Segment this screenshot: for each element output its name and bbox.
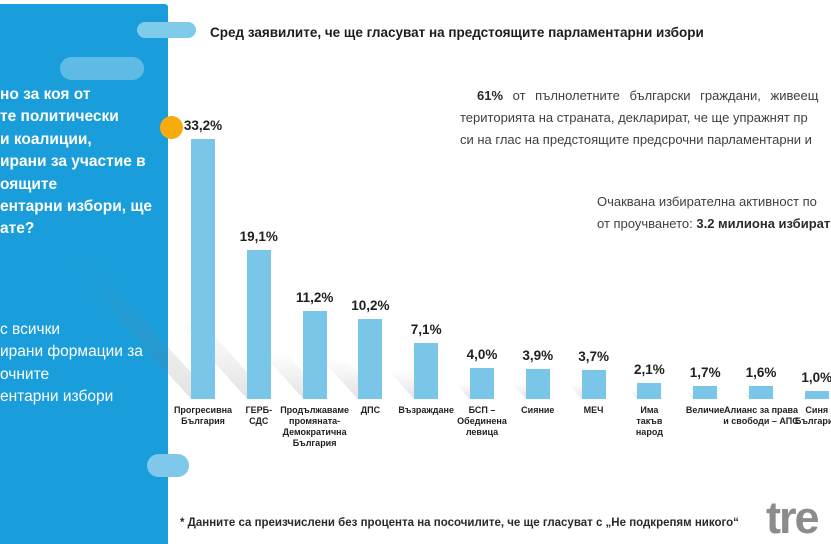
bar-5 (414, 343, 439, 399)
info-line: си на глас на предстоящите предсрочни па… (460, 132, 812, 147)
bar-value-label: 1,7% (689, 364, 721, 380)
question-line: оящите (0, 175, 58, 193)
bar-value-label: 2,1% (634, 361, 665, 377)
bar-10 (693, 385, 718, 399)
info-bold-value: 61% (477, 88, 504, 103)
bar-value-label: 3,7% (578, 349, 609, 365)
bar-value-label: 10,2% (351, 298, 390, 314)
question-line: те политически (0, 108, 119, 126)
info-line: от проучването: 3.2 милиона избират (597, 213, 830, 235)
bar-category-label: Алианс за права и свободи – АПС (723, 405, 799, 426)
question-line: ентарни избори, ще (0, 198, 153, 216)
page-title: Сред заявилите, че ще гласуват на предст… (210, 25, 704, 40)
bar-category-label: БСП – Обединена левица (457, 405, 507, 437)
note-line: ирани формации за (0, 343, 143, 361)
bar-1 (191, 139, 215, 399)
sidebar-note: с всички ирани формации за очните ентарн… (0, 319, 143, 409)
info-line: територията на страната, декларират, че … (460, 110, 808, 125)
decor-pill-bottom (147, 454, 189, 477)
question-line: и коалиции, (0, 130, 92, 148)
bar-value-label: 3,9% (522, 347, 554, 363)
sidebar-question: но за коя от те политически и коалиции, … (0, 84, 152, 241)
info-block-turnout-share: 61% от пълнолетните български граждани, … (460, 85, 818, 151)
footnote: * Данните са преизчислени без процента н… (180, 517, 739, 529)
bar-value-label: 1,6% (745, 365, 777, 381)
bar-6 (470, 367, 494, 399)
question-line: но за коя от (0, 86, 91, 103)
bar-category-label: Възраждане (398, 405, 454, 415)
bar-12 (804, 391, 829, 399)
bar-category-label: ГЕРБ- СДС (245, 405, 273, 426)
orange-dot (160, 116, 183, 139)
info-line: Очаквана избирателна активност по (597, 194, 817, 209)
bar-3 (302, 311, 327, 399)
bar-category-label: Величие (685, 405, 725, 415)
bar-category-label: Има такъв народ (635, 405, 663, 437)
bar-category-label: Синя България (794, 405, 831, 426)
bar-11 (749, 386, 773, 399)
trend-logo: tre (766, 492, 820, 543)
bar-value-label: 19,1% (239, 228, 278, 244)
info-text: от пълнолетните български граждани, живе… (503, 88, 819, 103)
note-line: очните (0, 365, 50, 383)
info-text: от проучването: (597, 215, 697, 231)
bar-category-label: Продължаваме промяната- Демократична Бъл… (280, 405, 349, 448)
note-line: ентарни избори (0, 388, 114, 406)
bar-7 (525, 368, 550, 399)
bar-9 (637, 382, 662, 399)
title-pill (137, 22, 196, 38)
question-line: ирани за участие в (0, 153, 146, 171)
bar-value-label: 33,2% (183, 118, 223, 134)
bar-value-label: 1,0% (801, 370, 831, 386)
bar-category-label: ДПС (360, 405, 381, 415)
note-line: с всички (0, 321, 61, 338)
bar-category-label: Сияние (521, 405, 555, 415)
bar-value-label: 7,1% (410, 322, 442, 338)
info-line: 61% от пълнолетните български граждани, … (460, 85, 818, 107)
bar-8 (581, 370, 606, 399)
info-block-expected-voters: Очаквана избирателна активност по от про… (597, 191, 830, 234)
info-bold-value: 3.2 милиона избират (696, 215, 831, 231)
bar-category-label: Прогресивна България (173, 405, 233, 426)
question-line: ате? (0, 220, 35, 238)
bar-category-label: МЕЧ (583, 405, 604, 415)
bar-2 (246, 249, 271, 399)
decor-pill-top (60, 57, 144, 80)
bar-4 (358, 319, 383, 399)
bar-value-label: 11,2% (295, 290, 334, 306)
sidebar-panel: но за коя от те политически и коалиции, … (0, 4, 168, 544)
bar-value-label: 4,0% (466, 346, 498, 362)
